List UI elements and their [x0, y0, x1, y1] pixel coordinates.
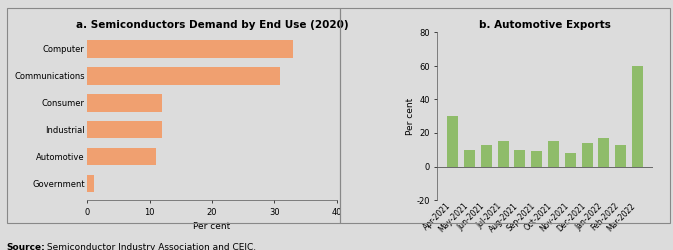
Bar	[531, 152, 542, 166]
Title: a. Semiconductors Demand by End Use (2020): a. Semiconductors Demand by End Use (202…	[75, 20, 349, 30]
Bar	[87, 175, 94, 192]
Bar	[497, 142, 509, 167]
Y-axis label: Per cent: Per cent	[406, 98, 415, 135]
Text: Source:: Source:	[7, 242, 46, 250]
Bar	[565, 153, 576, 166]
Bar	[514, 150, 526, 166]
Bar	[87, 94, 162, 112]
Bar	[598, 138, 610, 166]
Bar	[87, 121, 162, 138]
Bar	[632, 66, 643, 166]
Title: b. Automotive Exports: b. Automotive Exports	[479, 20, 611, 30]
Bar	[448, 116, 458, 166]
Bar	[87, 67, 281, 84]
Bar	[615, 145, 626, 167]
Text: Semiconductor Industry Association and CEIC.: Semiconductor Industry Association and C…	[44, 242, 256, 250]
Bar	[581, 143, 593, 167]
Bar	[87, 40, 293, 58]
X-axis label: Per cent: Per cent	[193, 222, 231, 231]
Bar	[464, 150, 475, 166]
Bar	[548, 142, 559, 167]
Bar	[481, 145, 492, 167]
Bar	[87, 148, 156, 166]
